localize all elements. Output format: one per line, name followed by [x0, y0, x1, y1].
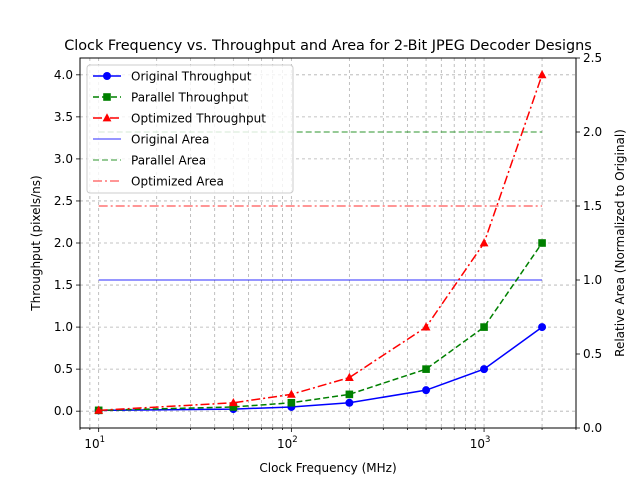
data-point-1	[287, 398, 296, 407]
data-point-0	[345, 398, 354, 407]
y-left-tick-label: 0.5	[54, 362, 73, 376]
y-left-tick-label: 3.0	[54, 152, 73, 166]
y-left-tick-label: 0.0	[54, 404, 73, 418]
data-point-1	[229, 403, 238, 411]
legend-label: Parallel Throughput	[131, 91, 249, 105]
x-tick-label: 102	[277, 435, 298, 451]
legend-marker	[103, 93, 111, 101]
chart-title: Clock Frequency vs. Throughput and Area …	[64, 38, 592, 54]
data-point-0	[538, 323, 547, 332]
y-left-tick-label: 1.5	[54, 278, 73, 292]
y-axis-left: 0.0 0.5 1.0 1.5 2.0 2.5 3.0 3.5 4.0	[54, 68, 80, 418]
y-right-tick-label: 2.0	[583, 125, 602, 139]
y-right-tick-label: 1.5	[583, 199, 602, 213]
data-point-2	[286, 389, 296, 398]
y-axis-right: 0.0 0.5 1.0 1.5 2.0 2.5	[576, 51, 602, 435]
y-axis-right-label: Relative Area (Normalized to Original)	[613, 129, 627, 357]
y-right-tick-label: 1.0	[583, 273, 602, 287]
y-axis-left-label: Throughput (pixels/ns)	[29, 175, 43, 311]
legend: Original Throughput Parallel Throughput Op…	[86, 64, 294, 194]
x-tick-label: 101	[84, 435, 105, 451]
data-point-2	[421, 322, 431, 331]
legend-marker	[103, 72, 111, 80]
data-point-1	[480, 323, 488, 331]
x-axis: 101 102 103	[79, 428, 577, 451]
y-right-tick-label: 0.5	[583, 347, 602, 361]
y-right-tick-label: 2.5	[583, 51, 602, 65]
data-point-1	[422, 365, 430, 373]
legend-label: Optimized Throughput	[131, 112, 266, 126]
data-point-2	[479, 238, 489, 247]
legend-label: Parallel Area	[131, 154, 206, 168]
legend-box	[86, 64, 294, 194]
y-left-tick-label: 1.0	[54, 320, 73, 334]
y-left-tick-label: 2.5	[54, 194, 73, 208]
data-point-2	[228, 397, 238, 407]
y-right-tick-label: 0.0	[583, 421, 602, 435]
data-point-2	[94, 405, 104, 414]
y-left-tick-label: 4.0	[54, 68, 73, 82]
legend-label: Original Throughput	[131, 70, 252, 84]
data-point-1	[345, 390, 354, 399]
data-point-0	[480, 365, 489, 374]
throughput-lines	[94, 70, 547, 415]
y-left-tick-label: 3.5	[54, 110, 73, 124]
data-point-2	[344, 372, 354, 381]
data-point-0	[422, 386, 431, 395]
x-axis-label: Clock Frequency (MHz)	[259, 461, 396, 475]
y-left-tick-label: 2.0	[54, 236, 73, 250]
legend-label: Optimized Area	[131, 175, 224, 189]
x-tick-label: 103	[470, 435, 491, 451]
legend-marker	[102, 113, 112, 122]
legend-label: Original Area	[131, 133, 209, 147]
data-point-2	[537, 70, 547, 79]
data-point-1	[538, 239, 546, 247]
